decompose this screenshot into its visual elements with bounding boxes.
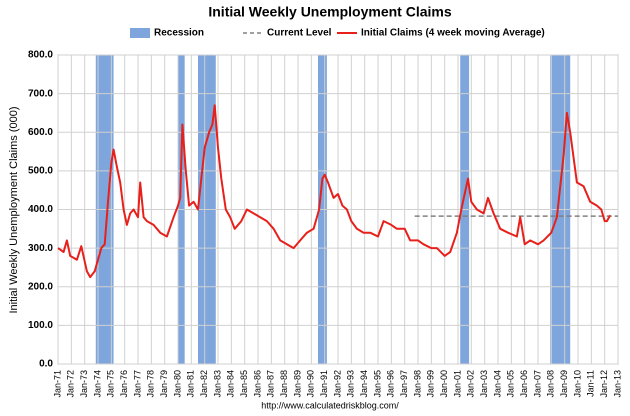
x-tick-label: Jan-12: [599, 370, 609, 398]
x-tick-label: Jan-93: [346, 370, 356, 398]
legend-label: Current Level: [267, 28, 332, 39]
x-tick-label: Jan-95: [372, 370, 382, 398]
y-tick-label: 0.0: [39, 359, 53, 370]
x-tick-label: Jan-10: [572, 370, 582, 398]
x-tick-label: Jan-11: [586, 370, 596, 397]
x-tick-label: Jan-92: [332, 370, 342, 398]
x-tick-label: Jan-86: [252, 370, 262, 398]
claims-line: [57, 104, 612, 279]
x-tick-label: Jan-96: [386, 370, 396, 398]
x-tick-label: Jan-13: [612, 370, 622, 398]
x-tick-label: Jan-94: [359, 370, 369, 398]
y-tick-label: 800.0: [28, 50, 53, 61]
x-tick-label: Jan-87: [266, 370, 276, 398]
x-tick-label: Jan-72: [66, 370, 76, 398]
x-tick-label: Jan-77: [132, 370, 142, 398]
x-tick-label: Jan-00: [439, 370, 449, 398]
x-tick-label: Jan-79: [159, 370, 169, 398]
y-tick-label: 500.0: [28, 166, 53, 177]
x-tick-label: Jan-80: [172, 370, 182, 398]
legend-swatch: [130, 28, 150, 38]
x-tick-label: Jan-82: [199, 370, 209, 398]
y-tick-label: 700.0: [28, 88, 53, 99]
x-tick-label: Jan-74: [92, 370, 102, 398]
x-tick-label: Jan-99: [426, 370, 436, 398]
x-tick-label: Jan-05: [506, 370, 516, 398]
y-tick-label: 400.0: [28, 204, 53, 215]
x-tick-label: Jan-06: [519, 370, 529, 398]
x-tick-label: Jan-03: [479, 370, 489, 398]
x-tick-label: Jan-98: [412, 370, 422, 398]
source: http://www.calculatedriskblog.com/: [261, 400, 399, 410]
x-tick-label: Jan-71: [52, 370, 62, 398]
x-tick-label: Jan-88: [279, 370, 289, 398]
chart-title: Initial Weekly Unemployment Claims: [208, 4, 451, 20]
x-tick-label: Jan-02: [466, 370, 476, 398]
x-tick-label: Jan-89: [292, 370, 302, 398]
legend-label: Recession: [154, 28, 204, 39]
x-tick-label: Jan-73: [79, 370, 89, 398]
x-tick-label: Jan-09: [559, 370, 569, 398]
x-tick-label: Jan-85: [239, 370, 249, 398]
y-tick-label: 600.0: [28, 127, 53, 138]
x-tick-label: Jan-81: [186, 370, 196, 398]
x-tick-label: Jan-76: [119, 370, 129, 398]
x-tick-label: Jan-91: [319, 370, 329, 398]
y-tick-label: 100.0: [28, 320, 53, 331]
x-tick-label: Jan-90: [306, 370, 316, 398]
x-tick-label: Jan-97: [399, 370, 409, 398]
x-tick-label: Jan-83: [212, 370, 222, 398]
x-tick-label: Jan-04: [492, 370, 502, 398]
x-tick-label: Jan-75: [106, 370, 116, 398]
x-tick-label: Jan-78: [146, 370, 156, 398]
x-tick-label: Jan-08: [546, 370, 556, 398]
x-tick-label: Jan-07: [532, 370, 542, 398]
legend-label: Initial Claims (4 week moving Average): [361, 28, 545, 39]
x-tick-label: Jan-01: [452, 370, 462, 398]
y-tick-label: 300.0: [28, 243, 53, 254]
y-axis-label: Initial Weekly Unemployment Claims (000): [8, 106, 20, 313]
y-tick-label: 200.0: [28, 281, 53, 292]
x-tick-label: Jan-84: [226, 370, 236, 398]
